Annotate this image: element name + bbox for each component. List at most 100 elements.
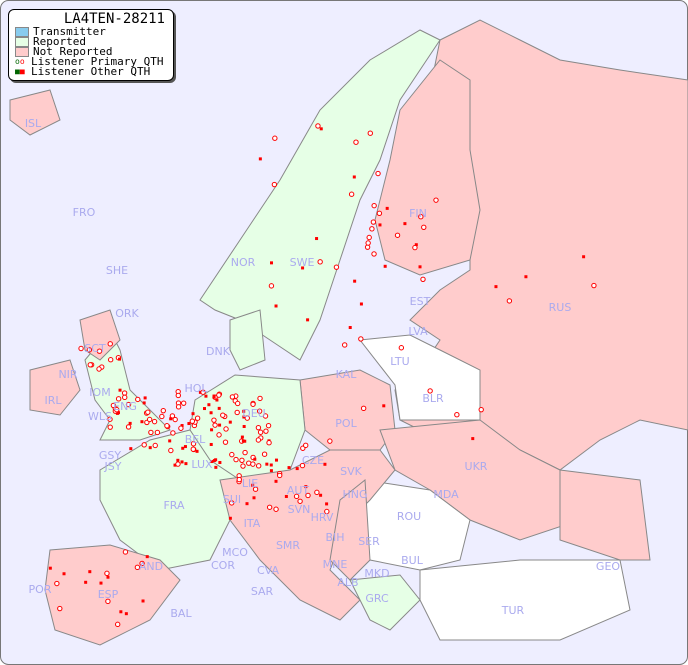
listener-primary-marker <box>506 298 513 304</box>
country-label-smr: SMR <box>276 539 300 552</box>
listener-primary-marker <box>172 416 178 423</box>
listener-primary-marker <box>169 413 176 419</box>
listener-other-marker <box>382 404 386 408</box>
country-label-est: EST <box>410 295 431 308</box>
listener-other-marker <box>141 599 145 603</box>
legend-not-reported: Not Reported <box>9 46 173 57</box>
listener-primary-marker <box>263 428 269 434</box>
listener-primary-marker <box>122 394 128 401</box>
listener-primary-marker <box>367 130 373 136</box>
listener-primary-marker <box>229 451 235 458</box>
listener-primary-marker <box>315 123 321 129</box>
not-reported-swatch <box>15 47 29 57</box>
country-label-irl: IRL <box>44 394 62 407</box>
country-label-sar: SAR <box>251 585 274 598</box>
listener-primary-marker <box>125 401 132 408</box>
listener-primary-marker <box>107 416 113 422</box>
listener-other-marker <box>209 442 213 446</box>
legend-other-qth: ■■ Listener Other QTH <box>15 65 151 78</box>
listener-other-marker <box>319 127 323 131</box>
listener-primary-marker <box>96 348 103 354</box>
listener-other-marker <box>253 457 257 461</box>
listener-primary-marker <box>216 392 222 398</box>
listener-primary-marker <box>228 500 235 506</box>
listener-other-marker <box>140 420 144 424</box>
listener-other-marker <box>215 398 219 402</box>
country-label-fra: FRA <box>163 499 185 512</box>
listener-primary-marker <box>257 429 264 435</box>
listener-primary-marker <box>175 392 181 399</box>
listener-primary-marker <box>234 400 241 407</box>
listener-other-marker <box>212 394 216 398</box>
listener-primary-marker <box>273 506 279 512</box>
listener-primary-marker <box>96 366 102 372</box>
country-label-grc: GRC <box>365 592 389 605</box>
listener-primary-marker <box>105 598 111 605</box>
listener-other-marker <box>265 462 269 466</box>
listener-primary-marker <box>229 394 236 400</box>
country-label-cva: CVA <box>257 564 280 577</box>
country-label-svk: SVK <box>340 465 363 478</box>
listener-other-marker <box>258 157 262 161</box>
listener-other-marker <box>418 265 422 269</box>
listener-primary-marker <box>134 564 141 571</box>
listener-other-marker <box>295 467 299 471</box>
listener-other-marker <box>203 407 207 411</box>
listener-primary-marker <box>122 549 129 555</box>
listener-other-marker <box>348 326 352 330</box>
listener-other-marker <box>118 388 122 392</box>
listener-other-marker <box>274 304 278 308</box>
listener-other-marker <box>173 463 177 467</box>
country-label-bal: BAL <box>170 607 192 620</box>
listener-primary-marker <box>375 170 381 177</box>
country-label-isl: ISL <box>25 117 42 130</box>
listener-other-marker <box>582 255 586 259</box>
listener-other-marker <box>319 493 323 497</box>
listener-primary-marker <box>370 219 377 225</box>
country-label-esp: ESP <box>98 588 119 601</box>
country-shape <box>9 89 61 136</box>
listener-primary-marker <box>190 441 197 447</box>
listener-other-marker <box>129 447 133 451</box>
country-label-hol: HOL <box>184 382 208 395</box>
listener-primary-marker <box>360 405 367 412</box>
listener-primary-marker <box>159 413 165 420</box>
country-label-hng: HNG <box>342 488 367 501</box>
listener-primary-marker <box>168 447 174 454</box>
listener-primary-marker <box>314 489 320 496</box>
listener-primary-marker <box>327 438 333 444</box>
country-label-alb: ALB <box>337 576 358 589</box>
country-label-mkd: MKD <box>364 567 389 580</box>
listener-primary-marker <box>239 457 245 463</box>
country-label-pol: POL <box>335 417 357 430</box>
listener-primary-marker <box>293 493 300 500</box>
country-label-bel: BEL <box>185 433 206 446</box>
listener-other-marker <box>217 406 221 410</box>
listener-other-marker <box>414 243 418 247</box>
listener-primary-marker <box>164 423 170 429</box>
listener-other-marker <box>180 460 184 464</box>
listener-other-marker <box>251 483 255 487</box>
listener-primary-marker <box>178 425 184 431</box>
country-label-ita: ITA <box>244 517 261 530</box>
legend-title: LA4TEN-28211 <box>63 11 165 27</box>
listener-primary-marker <box>333 264 340 270</box>
listener-primary-marker <box>262 413 269 419</box>
listener-other-marker <box>180 424 184 428</box>
listener-primary-marker <box>125 424 132 430</box>
country-label-eng: ENG <box>113 400 137 413</box>
listener-other-marker <box>325 502 329 506</box>
country-label-cor: COR <box>211 559 235 572</box>
listener-primary-marker <box>265 422 272 429</box>
listener-primary-marker <box>276 472 283 479</box>
listener-other-marker <box>118 357 122 361</box>
listener-other-marker <box>191 412 195 416</box>
listener-other-marker <box>142 401 146 405</box>
listener-primary-marker <box>376 210 383 217</box>
listener-other-marker <box>143 396 147 400</box>
listener-primary-marker <box>252 486 259 492</box>
country-label-hrv: HRV <box>311 511 334 524</box>
listener-other-marker <box>304 485 308 489</box>
listener-other-marker <box>471 437 475 441</box>
